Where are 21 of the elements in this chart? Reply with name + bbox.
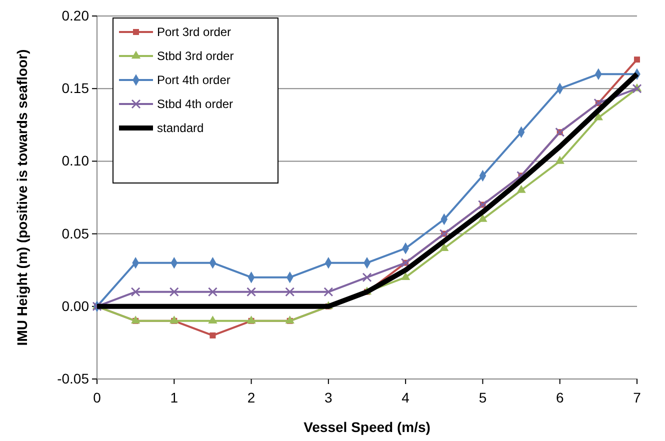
legend-label: Port 4th order [157,73,230,87]
y-axis-title: IMU Height (m) (positive is towards seafloor) [14,49,30,346]
y-tick-label: 0.20 [62,7,90,24]
x-tick-label: 0 [93,389,102,406]
x-tick-label: 4 [402,389,410,406]
legend-label: Port 3rd order [157,25,232,39]
x-tick-label: 2 [247,389,256,406]
legend-label: standard [157,121,204,135]
x-tick-label: 3 [324,389,333,406]
y-tick-label: -0.05 [57,370,90,386]
y-tick-label: 0.00 [62,298,90,314]
y-tick-label: 0.15 [62,80,90,96]
x-tick-label: 7 [633,389,642,406]
x-tick-label: 1 [170,389,178,406]
legend-label: Stbd 3rd order [157,49,234,63]
x-tick-label: 6 [556,389,564,406]
x-tick-label: 5 [478,389,487,406]
y-tick-label: 0.10 [62,152,90,169]
legend-label: Stbd 4th order [157,97,234,111]
y-tick-label: 0.05 [62,225,90,242]
x-axis-title: Vessel Speed (m/s) [304,419,430,435]
